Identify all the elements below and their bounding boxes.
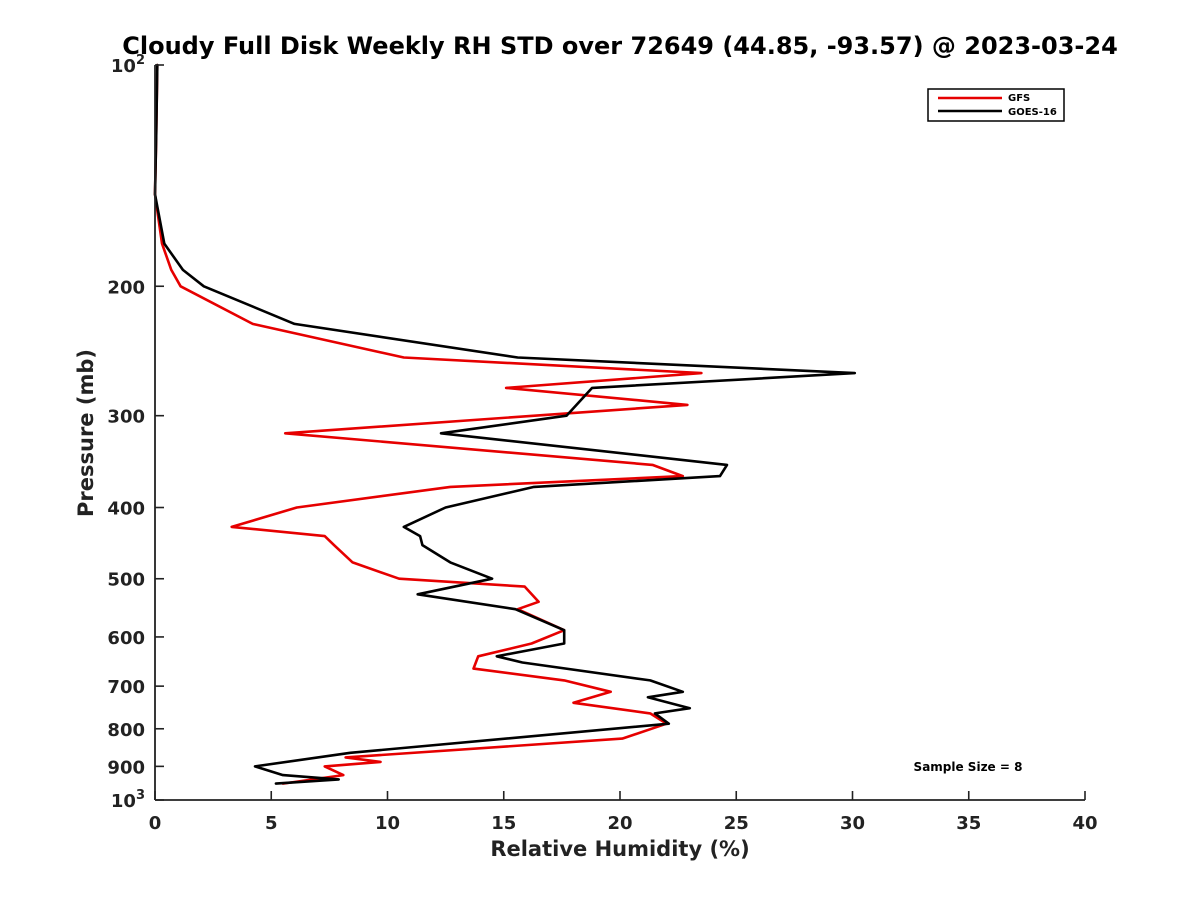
chart-title: Cloudy Full Disk Weekly RH STD over 7264… (122, 32, 1118, 60)
y-tick-label: 102 (111, 53, 145, 77)
y-tick-label: 500 (107, 570, 145, 591)
x-tick-label: 35 (956, 813, 981, 834)
y-tick-label: 900 (107, 757, 145, 778)
x-tick-label: 15 (491, 813, 516, 834)
legend-label-goes16: GOES-16 (1008, 107, 1057, 118)
y-tick-label: 300 (107, 407, 145, 428)
series-line-gfs (153, 63, 703, 785)
sample-size-annotation: Sample Size = 8 (914, 760, 1023, 774)
x-tick-label: 25 (724, 813, 749, 834)
y-tick-label: 200 (107, 277, 145, 298)
x-tick-label: 20 (607, 813, 632, 834)
legend: GFS GOES-16 (927, 88, 1065, 122)
x-tick-label: 30 (840, 813, 865, 834)
legend-box (927, 88, 1065, 122)
y-tick-label: 103 (111, 788, 145, 812)
y-tick-label: 600 (107, 628, 145, 649)
y-tick-label: 400 (107, 499, 145, 520)
x-tick-label: 10 (375, 813, 400, 834)
x-tick-label: 40 (1072, 813, 1097, 834)
y-tick-label: 700 (107, 677, 145, 698)
x-axis-label: Relative Humidity (%) (490, 837, 749, 861)
y-axis-label: Pressure (mb) (74, 349, 98, 517)
series-line-goes16 (153, 63, 857, 785)
x-tick-label: 0 (149, 813, 162, 834)
legend-label-gfs: GFS (1008, 93, 1030, 104)
x-tick-label: 5 (265, 813, 278, 834)
y-tick-label: 800 (107, 720, 145, 741)
plot-area: 0 5 10 15 20 25 30 35 40 102 200 300 400 500 600 700 800… (107, 53, 1097, 834)
